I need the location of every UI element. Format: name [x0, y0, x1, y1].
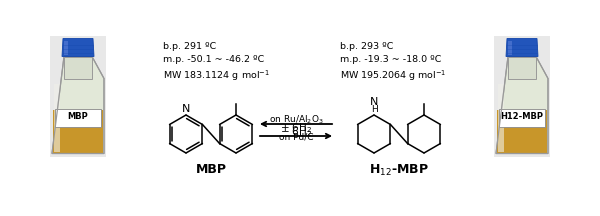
Text: on Pd/C: on Pd/C — [279, 133, 313, 142]
Polygon shape — [64, 57, 92, 78]
Polygon shape — [54, 84, 60, 151]
Text: N: N — [370, 97, 378, 107]
FancyBboxPatch shape — [499, 108, 545, 127]
Polygon shape — [508, 41, 512, 54]
Text: m.p. -19.3 ~ -18.0 ºC: m.p. -19.3 ~ -18.0 ºC — [340, 55, 442, 64]
Polygon shape — [494, 35, 550, 157]
Text: N: N — [182, 104, 190, 114]
Text: + 6H$_2$: + 6H$_2$ — [280, 121, 312, 135]
Text: H: H — [371, 105, 377, 114]
FancyBboxPatch shape — [55, 108, 101, 127]
Polygon shape — [52, 57, 104, 154]
Polygon shape — [64, 41, 68, 54]
Polygon shape — [497, 110, 547, 152]
Polygon shape — [50, 35, 106, 157]
Polygon shape — [62, 38, 94, 57]
Text: MW 183.1124 g mol$^{-1}$: MW 183.1124 g mol$^{-1}$ — [163, 68, 270, 83]
Text: MBP: MBP — [196, 163, 227, 176]
Text: MW 195.2064 g mol$^{-1}$: MW 195.2064 g mol$^{-1}$ — [340, 68, 446, 83]
Text: H12-MBP: H12-MBP — [500, 112, 544, 121]
Text: b.p. 291 ºC: b.p. 291 ºC — [163, 42, 216, 51]
Polygon shape — [506, 38, 538, 57]
Text: − 6H$_2$: − 6H$_2$ — [280, 125, 312, 139]
Polygon shape — [53, 110, 103, 152]
Polygon shape — [498, 84, 504, 151]
Text: m.p. -50.1 ~ -46.2 ºC: m.p. -50.1 ~ -46.2 ºC — [163, 55, 264, 64]
Text: MBP: MBP — [68, 112, 88, 121]
Text: b.p. 293 ºC: b.p. 293 ºC — [340, 42, 394, 51]
Polygon shape — [496, 57, 548, 154]
Text: H$_{12}$-MBP: H$_{12}$-MBP — [369, 163, 429, 178]
Text: on Ru/Al$_2$O$_3$: on Ru/Al$_2$O$_3$ — [269, 113, 323, 126]
Polygon shape — [508, 57, 536, 78]
